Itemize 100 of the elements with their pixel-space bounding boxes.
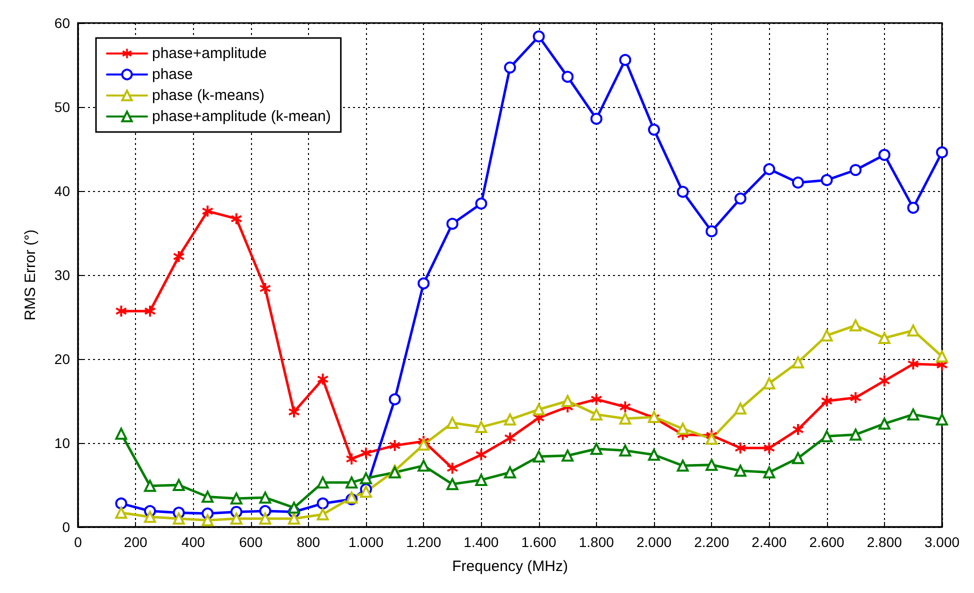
point (792, 424, 804, 436)
x-tick-label: 600 (239, 534, 263, 550)
point (850, 319, 862, 332)
x-tick-label: 200 (124, 534, 148, 550)
point (734, 464, 746, 477)
point (388, 466, 401, 478)
point (144, 306, 156, 317)
point (259, 512, 272, 525)
point (532, 450, 545, 462)
point (360, 472, 372, 484)
y-tick-label: 0 (62, 519, 70, 535)
point (850, 428, 862, 441)
point (619, 444, 632, 457)
y-tick-label: 30 (54, 267, 70, 283)
x-tick-label: 2.600 (809, 534, 845, 550)
point (504, 413, 516, 426)
point (676, 422, 689, 435)
point (418, 438, 430, 451)
point (202, 490, 214, 503)
x-tick-label: 1.600 (521, 534, 557, 550)
point (202, 206, 214, 217)
point (676, 460, 689, 472)
x-tick-label: 0 (74, 534, 82, 550)
point (288, 512, 300, 525)
point (734, 402, 746, 415)
x-tick-label: 1.800 (578, 534, 614, 550)
point (259, 492, 272, 504)
point (820, 329, 833, 342)
point (115, 428, 128, 440)
point (734, 442, 746, 454)
point (562, 70, 574, 83)
point (446, 416, 458, 429)
point (475, 421, 488, 434)
point (144, 510, 156, 523)
point (288, 406, 300, 418)
y-tick-label: 10 (54, 435, 70, 451)
point (820, 174, 833, 186)
point (418, 277, 430, 290)
point (475, 474, 488, 486)
x-tick-label: 2.200 (694, 534, 730, 550)
x-tick-label: 400 (182, 534, 206, 550)
point (619, 412, 632, 425)
point (316, 476, 329, 488)
point (619, 54, 632, 66)
x-axis-title: Frequency (MHz) (452, 558, 568, 575)
point (907, 324, 920, 336)
x-tick-label: 3.000 (924, 534, 960, 550)
legend-label: phase (k-means) (152, 87, 265, 104)
point (763, 163, 776, 176)
point (792, 176, 804, 189)
x-tick-label: 800 (296, 534, 320, 550)
point (763, 377, 776, 390)
point (115, 497, 128, 510)
point (202, 514, 214, 526)
point (763, 466, 776, 478)
point (360, 448, 372, 459)
point (144, 480, 156, 492)
point (734, 192, 746, 205)
y-tick-label: 40 (54, 183, 70, 199)
y-axis-title: RMS Error (°) (22, 230, 39, 320)
point (648, 448, 660, 461)
point (346, 453, 358, 464)
point (446, 462, 458, 474)
point (820, 430, 833, 442)
point (792, 452, 804, 464)
x-tick-label: 2.000 (636, 534, 672, 550)
point (562, 450, 574, 462)
point (676, 186, 689, 198)
point (936, 146, 948, 158)
point (907, 202, 920, 214)
y-tick-label: 20 (54, 351, 70, 367)
point (360, 486, 372, 498)
point (504, 466, 516, 478)
point (475, 198, 488, 210)
point (590, 408, 602, 420)
point (115, 506, 128, 519)
point (230, 492, 242, 504)
point (878, 332, 890, 344)
point (706, 458, 718, 471)
point (620, 401, 631, 412)
point (388, 393, 401, 406)
point (173, 251, 184, 262)
point (590, 112, 602, 125)
point (532, 30, 545, 42)
point (504, 432, 516, 444)
point (172, 512, 185, 525)
point (878, 375, 890, 386)
x-tick-label: 1.200 (406, 534, 442, 550)
point (562, 395, 574, 407)
point (260, 282, 271, 294)
point (476, 449, 487, 460)
point (878, 148, 890, 161)
point (230, 213, 242, 224)
x-tick-label: 1.000 (348, 534, 384, 550)
point (446, 478, 458, 490)
point (764, 442, 775, 454)
point (317, 374, 328, 385)
point (821, 396, 832, 406)
point (446, 218, 458, 230)
legend-label: phase+amplitude (152, 45, 267, 62)
